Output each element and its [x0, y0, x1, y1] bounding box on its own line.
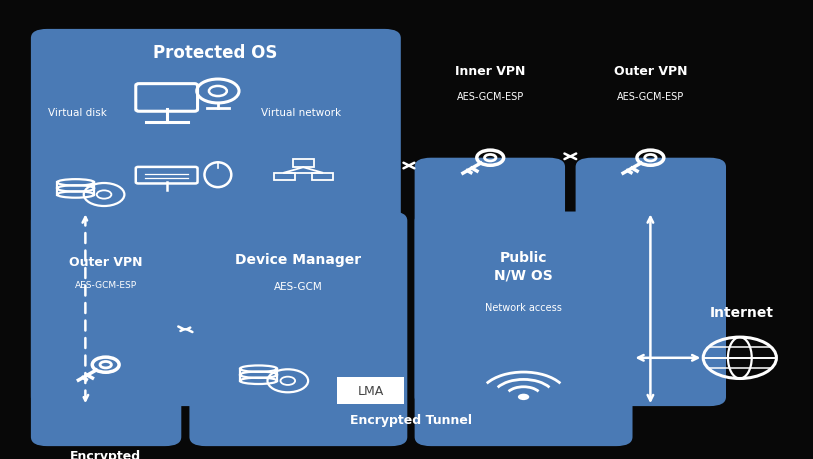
Text: Encrypted
Storage: Encrypted Storage — [70, 449, 141, 459]
Text: LMA: LMA — [358, 384, 384, 397]
Text: Inner VPN: Inner VPN — [455, 65, 525, 78]
FancyBboxPatch shape — [415, 212, 633, 446]
Text: Network access: Network access — [485, 302, 562, 313]
Text: AES-GCM-ESP: AES-GCM-ESP — [617, 91, 684, 101]
Text: Internet: Internet — [710, 305, 773, 319]
FancyBboxPatch shape — [576, 158, 726, 406]
Text: Virtual disk: Virtual disk — [48, 107, 107, 118]
FancyBboxPatch shape — [189, 212, 407, 446]
Text: Device Manager: Device Manager — [235, 252, 362, 266]
Text: Outer VPN: Outer VPN — [614, 65, 687, 78]
Text: AES-GCM-ESP: AES-GCM-ESP — [457, 91, 524, 101]
Text: Outer VPN: Outer VPN — [69, 255, 142, 268]
FancyBboxPatch shape — [31, 212, 181, 446]
Text: Virtual network: Virtual network — [261, 107, 341, 118]
Text: AES-GCM: AES-GCM — [274, 282, 323, 292]
Text: Encrypted Tunnel: Encrypted Tunnel — [350, 414, 472, 426]
Text: Public
N/W OS: Public N/W OS — [494, 251, 553, 282]
Text: AES-GCM-ESP: AES-GCM-ESP — [75, 280, 137, 289]
FancyBboxPatch shape — [337, 377, 404, 404]
Circle shape — [518, 394, 529, 400]
FancyBboxPatch shape — [415, 158, 565, 406]
Text: Protected OS: Protected OS — [154, 44, 277, 62]
FancyBboxPatch shape — [31, 30, 401, 406]
